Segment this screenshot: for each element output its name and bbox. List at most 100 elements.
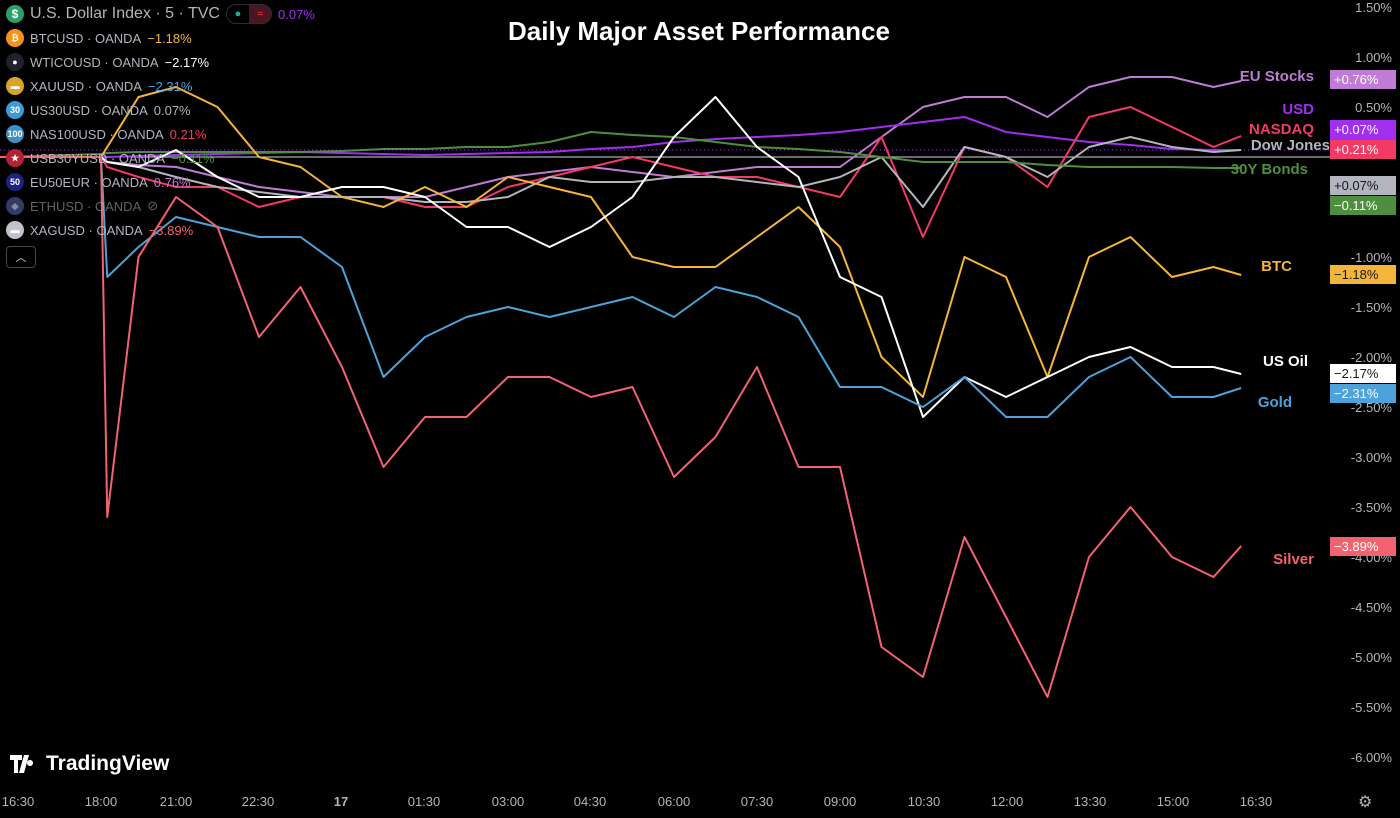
legend-item[interactable]: ◆ ETHUSD · OANDA ⊘: [6, 194, 315, 218]
legend-item[interactable]: ▬ XAUUSD · OANDA −2.31%: [6, 74, 315, 98]
y-tick-label: -6.00%: [1351, 750, 1393, 765]
legend-item[interactable]: 50 EU50EUR · OANDA 0.76%: [6, 170, 315, 194]
price-tag-value: −1.18%: [1334, 267, 1379, 282]
legend-item-label: XAGUSD · OANDA: [30, 222, 143, 238]
price-tag-value: +0.21%: [1334, 142, 1379, 157]
hidden-eye-icon[interactable]: ⊘: [147, 198, 159, 213]
y-tick-label: -5.00%: [1351, 650, 1393, 665]
legend-item-value: −2.31%: [147, 78, 193, 94]
x-tick-label: 17: [334, 794, 348, 809]
series-label: BTC: [1261, 258, 1292, 275]
legend-item-label: WTICOUSD · OANDA: [30, 54, 159, 70]
price-tag-value: −2.31%: [1334, 386, 1379, 401]
legend-item-value: 0.21%: [169, 126, 207, 142]
legend-item[interactable]: 30 US30USD · OANDA 0.07%: [6, 98, 315, 122]
y-tick-label: -3.50%: [1351, 500, 1393, 515]
x-tick-label: 15:00: [1157, 794, 1190, 809]
x-tick-label: 07:30: [741, 794, 774, 809]
y-tick-label: -2.00%: [1351, 350, 1393, 365]
series-line-us-oil[interactable]: [0, 96, 1242, 418]
series-label: US Oil: [1262, 353, 1308, 370]
price-tag: −3.89%: [1330, 537, 1396, 556]
legend: $ U.S. Dollar Index · 5 · TVC ● ≈ 0.07% ₿…: [6, 2, 315, 268]
y-tick-label: 1.00%: [1355, 50, 1392, 65]
x-tick-label: 10:30: [908, 794, 941, 809]
series-line-dow-jones[interactable]: [0, 136, 1242, 208]
x-tick-label: 18:00: [85, 794, 118, 809]
legend-item[interactable]: ★ USB30YUSD · OANDA −0.11%: [6, 146, 315, 170]
tradingview-logo-text: TradingView: [46, 752, 170, 775]
legend-main[interactable]: $ U.S. Dollar Index · 5 · TVC ● ≈ 0.07%: [6, 2, 315, 26]
symbol-icon: ₿: [6, 29, 24, 47]
price-tag: −2.17%: [1330, 364, 1396, 383]
y-tick-label: -2.50%: [1351, 400, 1393, 415]
collapse-legend-button[interactable]: ︿: [6, 246, 36, 268]
series-label: 30Y Bonds: [1230, 161, 1308, 178]
y-tick-label: -5.50%: [1351, 700, 1393, 715]
price-tag: −0.11%: [1330, 196, 1396, 215]
x-tick-label: 13:30: [1074, 794, 1107, 809]
tradingview-logo[interactable]: TradingView: [10, 752, 169, 776]
legend-item-value: 0.07%: [153, 102, 191, 118]
y-tick-label: 0.50%: [1355, 100, 1392, 115]
legend-item[interactable]: ₿ BTCUSD · OANDA −1.18%: [6, 26, 315, 50]
series-line-silver[interactable]: [0, 156, 1242, 698]
price-tag: +0.07%: [1330, 176, 1396, 195]
price-tag: −2.31%: [1330, 384, 1396, 403]
legend-item-value: −1.18%: [147, 30, 192, 46]
series-lines: [0, 76, 1242, 698]
x-tick-label: 16:30: [1240, 794, 1273, 809]
series-label: Dow Jones: [1250, 137, 1330, 154]
legend-status-pill[interactable]: ● ≈: [225, 4, 272, 24]
price-tag: +0.76%: [1330, 70, 1396, 89]
chart-title: Daily Major Asset Performance: [508, 16, 890, 46]
series-label: NASDAQ: [1248, 121, 1314, 138]
price-tag-value: +0.76%: [1334, 72, 1379, 87]
price-tag: −1.18%: [1330, 265, 1396, 284]
x-tick-label: 04:30: [574, 794, 607, 809]
symbol-icon: ▬: [6, 221, 24, 239]
legend-item[interactable]: ● WTICOUSD · OANDA −2.17%: [6, 50, 315, 74]
legend-item-label: NAS100USD · OANDA: [30, 126, 164, 142]
x-tick-label: 06:00: [658, 794, 691, 809]
tradingview-logo-icon: [10, 755, 34, 773]
legend-item-value: −2.17%: [164, 54, 210, 70]
chevron-up-icon: ︿: [15, 252, 27, 264]
price-tag: +0.21%: [1330, 140, 1396, 159]
price-tag-value: −2.17%: [1334, 366, 1379, 381]
legend-item-value: −0.11%: [171, 150, 215, 166]
x-axis: 16:30 18:00 21:00 22:30 17 01:30 03:00 04:30 06:…: [2, 794, 1273, 809]
symbol-icon: ●: [6, 53, 24, 71]
x-tick-label: 01:30: [408, 794, 441, 809]
legend-item-label: EU50EUR · OANDA: [30, 174, 148, 190]
y-tick-label: -1.50%: [1351, 300, 1393, 315]
legend-item-label: USB30YUSD · OANDA: [30, 150, 166, 166]
series-label: Silver: [1273, 551, 1314, 568]
symbol-icon: ★: [6, 149, 24, 167]
legend-item-label: XAUUSD · OANDA: [30, 78, 142, 94]
x-tick-label: 12:00: [991, 794, 1024, 809]
series-line-30y-bonds[interactable]: [0, 131, 1242, 169]
series-line-usd[interactable]: [0, 116, 1242, 158]
legend-item[interactable]: ▬ XAGUSD · OANDA −3.89%: [6, 218, 315, 242]
legend-item-value: 0.76%: [153, 174, 191, 190]
legend-item[interactable]: 100 NAS100USD · OANDA 0.21%: [6, 122, 315, 146]
x-tick-label: 22:30: [242, 794, 275, 809]
legend-main-value: 0.07%: [277, 6, 315, 22]
price-tag-value: +0.07%: [1334, 178, 1379, 193]
x-tick-label: 21:00: [160, 794, 193, 809]
symbol-icon: 100: [6, 125, 24, 143]
price-tag-value: −3.89%: [1334, 539, 1379, 554]
legend-main-label: U.S. Dollar Index · 5 · TVC: [30, 5, 220, 22]
settings-gear-icon[interactable]: ⚙: [1358, 794, 1373, 811]
price-tag-value: +0.07%: [1334, 122, 1379, 137]
series-label: USD: [1282, 101, 1314, 118]
x-tick-label: 09:00: [824, 794, 857, 809]
legend-item-label: US30USD · OANDA: [30, 102, 148, 118]
x-tick-label: 03:00: [492, 794, 525, 809]
series-label: EU Stocks: [1239, 68, 1314, 85]
y-tick-label: -1.00%: [1351, 250, 1393, 265]
symbol-icon: 50: [6, 173, 24, 191]
market-open-icon: ●: [234, 8, 242, 20]
